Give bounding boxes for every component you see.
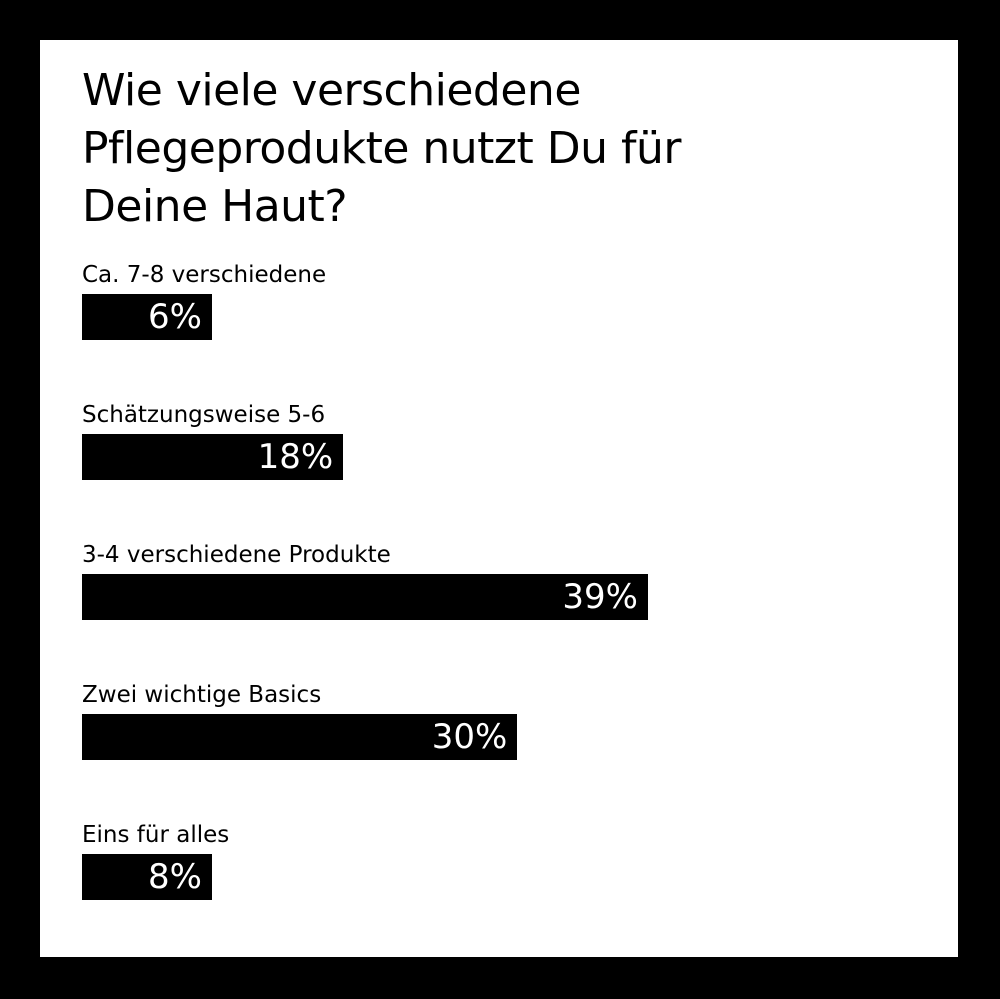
bar: 18% — [82, 434, 344, 480]
category-label: Eins für alles — [82, 822, 230, 848]
bar: 30% — [82, 714, 518, 760]
bar: 39% — [82, 574, 648, 620]
value-label: 18% — [257, 437, 334, 477]
bar: 6% — [82, 294, 212, 340]
bar-row: Eins für alles 8% — [82, 820, 230, 900]
bar-row: Zwei wichtige Basics 30% — [82, 680, 518, 760]
category-label: 3-4 verschiedene Produkte — [82, 542, 391, 568]
chart-panel: Wie viele verschiedene Pflegeprodukte nu… — [40, 40, 958, 957]
value-label: 30% — [431, 717, 508, 757]
category-label: Zwei wichtige Basics — [82, 682, 322, 708]
bar-row: Schätzungsweise 5-6 18% — [82, 400, 344, 480]
bar: 8% — [82, 854, 212, 900]
chart-title: Wie viele verschiedene Pflegeprodukte nu… — [82, 65, 681, 232]
bar-row: Ca. 7-8 verschiedene 6% — [82, 260, 327, 340]
value-label: 8% — [148, 857, 202, 897]
value-label: 6% — [148, 297, 202, 337]
category-label: Schätzungsweise 5-6 — [82, 402, 326, 428]
bar-row: 3-4 verschiedene Produkte 39% — [82, 540, 648, 620]
category-label: Ca. 7-8 verschiedene — [82, 262, 327, 288]
value-label: 39% — [562, 577, 638, 617]
